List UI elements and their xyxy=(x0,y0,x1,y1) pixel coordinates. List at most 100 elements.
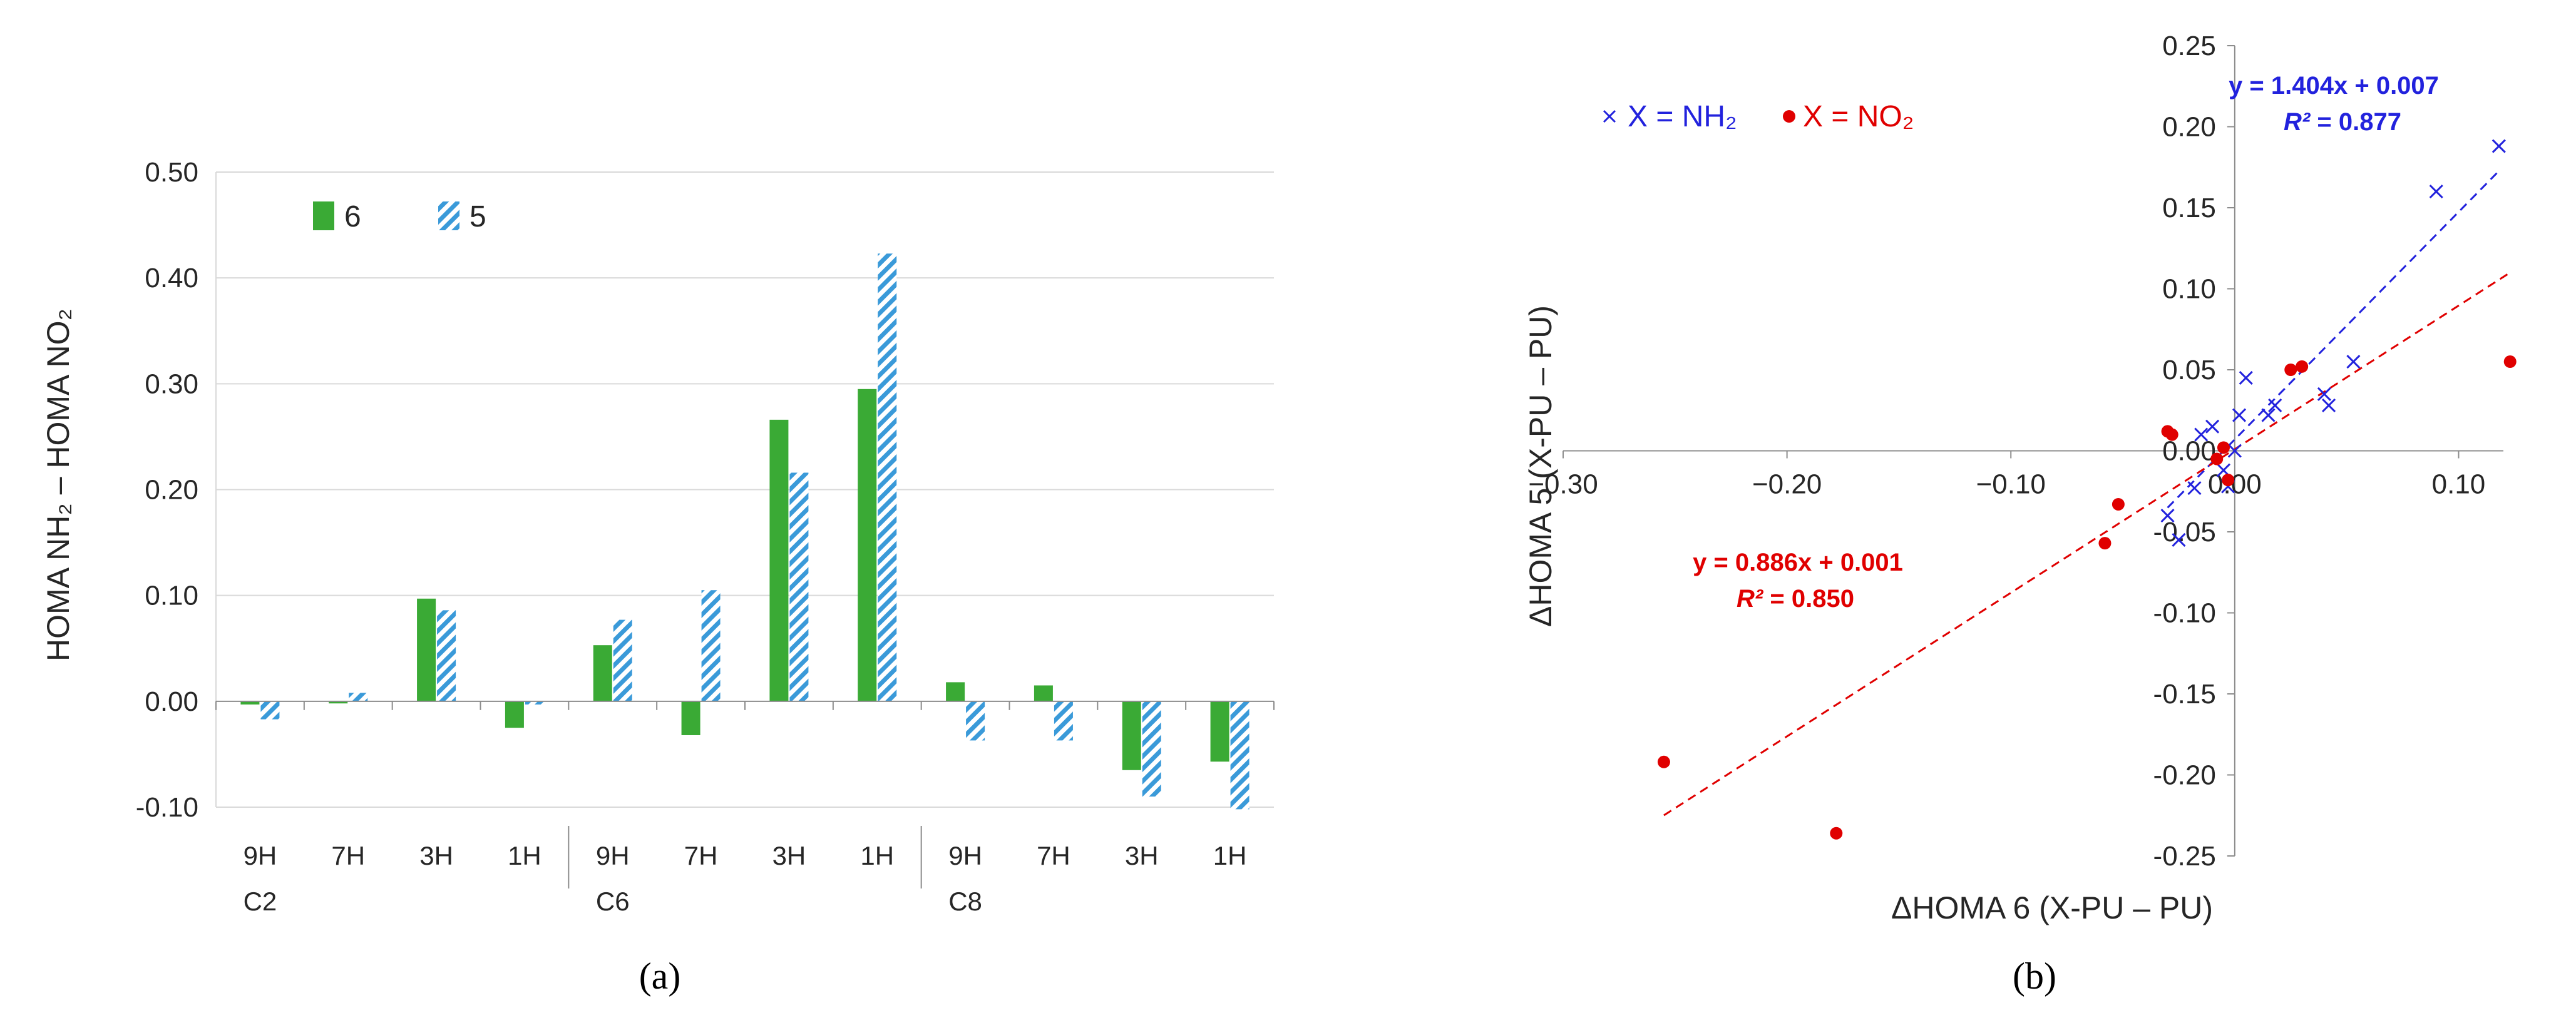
category-label: 1H xyxy=(860,841,894,870)
y-tick-label: -0.15 xyxy=(2153,679,2216,710)
bar-chart-gridlines xyxy=(216,171,1274,808)
nh2-point-stroke xyxy=(2346,354,2361,369)
bar-series-5 xyxy=(789,472,809,701)
bar-series-5 xyxy=(1142,701,1161,797)
bar-series-5 xyxy=(701,590,721,701)
bar-chart-y-axis-title: HOMA NH₂ – HOMA NO₂ xyxy=(41,308,76,661)
bar-series-5 xyxy=(349,693,368,701)
x-tick-label: −0.30 xyxy=(1528,469,1598,500)
no2-point xyxy=(2112,497,2125,511)
category-label: 7H xyxy=(1037,841,1070,870)
no2-point xyxy=(2296,360,2309,373)
y-tick-label: 0.20 xyxy=(2162,112,2216,143)
category-label: 3H xyxy=(772,841,806,870)
nh2-point xyxy=(2317,387,2331,401)
category-label: 1H xyxy=(1213,841,1247,870)
bar-chart-category-labels: 9H 7H 3H 1H 9H 7H 3H 1H 9H 7H 3H 1H xyxy=(244,841,1247,870)
nh2-r2-value: = 0.877 xyxy=(2310,108,2401,136)
nh2-point xyxy=(2172,532,2186,547)
bar-chart-axes xyxy=(215,172,1275,888)
bar-series-6 xyxy=(1122,701,1141,770)
nh2-point-stroke xyxy=(2216,463,2231,477)
no2-point xyxy=(2222,474,2235,487)
bar-series-5 xyxy=(613,619,632,701)
bar-series-6 xyxy=(329,701,348,704)
legend-marker-x xyxy=(1603,109,1616,123)
bar-chart-legend: 6 5 xyxy=(313,200,486,233)
y-tick-label: -0.25 xyxy=(2153,841,2216,872)
nh2-r2-label: R² xyxy=(2284,108,2311,136)
panel-label-a: (a) xyxy=(639,955,681,997)
category-label: 9H xyxy=(244,841,277,870)
y-tick-label: -0.10 xyxy=(136,792,198,823)
nh2-point-stroke xyxy=(2239,370,2253,385)
y-tick-label: 0.05 xyxy=(2162,355,2216,385)
scatter-chart-panel: −0.30 −0.20 −0.10 0.00 0.10 0.25 0.20 0.15 0.10… xyxy=(1523,31,2517,997)
scatter-y-tick-labels: 0.250.200.150.100.050.00-0.05-0.10-0.15-… xyxy=(2153,31,2216,872)
legend-label-nh2: X = NH₂ xyxy=(1628,100,1737,133)
nh2-fit-equation: y = 1.404x + 0.007 R² = 0.877 xyxy=(2229,72,2439,136)
category-label: 7H xyxy=(684,841,718,870)
nh2-point xyxy=(2491,139,2506,153)
group-label: C6 xyxy=(596,887,630,916)
legend-label-series-5: 5 xyxy=(470,200,486,233)
bar-series-6 xyxy=(1210,701,1229,762)
group-label: C2 xyxy=(244,887,277,916)
nh2-point-stroke xyxy=(2268,398,2282,413)
no2-r2-value: = 0.850 xyxy=(1763,585,1854,613)
nh2-point-stroke xyxy=(2194,427,2209,442)
y-tick-label: 0.50 xyxy=(145,157,198,188)
nh2-point xyxy=(2268,398,2282,413)
x-tick-label: −0.20 xyxy=(1752,469,1822,500)
category-label: 9H xyxy=(596,841,630,870)
nh2-point xyxy=(2321,398,2336,413)
bar-series-6 xyxy=(946,682,965,701)
no2-equation: y = 0.886x + 0.001 xyxy=(1693,549,1903,576)
x-tick-label: 0.00 xyxy=(2208,469,2262,500)
scatter-x-axis-title: ΔHOMA 6 (X-PU – PU) xyxy=(1891,890,2213,925)
y-tick-label: -0.10 xyxy=(2153,598,2216,629)
y-tick-label: 0.30 xyxy=(145,369,198,399)
nh2-point-stroke xyxy=(2187,481,2202,496)
nh2-point-stroke xyxy=(2205,419,2220,434)
nh2-point-stroke xyxy=(2491,139,2506,153)
legend-marker-dot xyxy=(1783,110,1795,123)
bar-series-5 xyxy=(878,253,897,701)
bar-series-5 xyxy=(525,701,544,705)
scatter-axes xyxy=(1563,45,2503,857)
category-label: 3H xyxy=(1125,841,1159,870)
nh2-point-stroke xyxy=(2172,532,2186,547)
no2-r-squared: R² = 0.850 xyxy=(1737,585,1854,613)
y-tick-label: 0.40 xyxy=(145,263,198,293)
nh2-point-stroke xyxy=(2160,509,2175,523)
category-label: 9H xyxy=(948,841,982,870)
bar-series-6 xyxy=(769,419,789,701)
no2-trendline xyxy=(1663,272,2511,817)
no2-point xyxy=(2503,355,2517,369)
scatter-x-tick-labels: −0.30 −0.20 −0.10 0.00 0.10 xyxy=(1528,469,2485,500)
nh2-point xyxy=(2160,509,2175,523)
nh2-point xyxy=(2194,427,2209,442)
scatter-legend: X = NH₂ X = NO₂ xyxy=(1603,100,1914,133)
x-tick-label: −0.10 xyxy=(1976,469,2046,500)
category-label: 1H xyxy=(508,841,541,870)
nh2-point-stroke xyxy=(2227,444,2242,458)
scatter-y-axis-title: ΔHOMA 5 (X-PU – PU) xyxy=(1523,305,1558,627)
bar-series-5 xyxy=(1054,701,1073,741)
y-tick-label: 0.10 xyxy=(145,581,198,611)
nh2-point xyxy=(2232,408,2247,422)
no2-point xyxy=(2284,364,2297,376)
nh2-r-squared: R² = 0.877 xyxy=(2284,108,2401,136)
y-tick-label: 0.10 xyxy=(2162,274,2216,305)
y-tick-label: -0.20 xyxy=(2153,760,2216,791)
x-tick-label: 0.10 xyxy=(2432,469,2486,500)
legend-swatch-hatched xyxy=(438,201,459,230)
panel-label-b: (b) xyxy=(2013,955,2056,997)
bar-series-6 xyxy=(240,701,260,705)
nh2-point-stroke xyxy=(2317,387,2331,401)
bar-chart-bars xyxy=(240,253,1250,810)
no2-point xyxy=(1657,755,1670,768)
bar-series-5 xyxy=(1230,701,1250,810)
nh2-point xyxy=(2429,185,2443,199)
